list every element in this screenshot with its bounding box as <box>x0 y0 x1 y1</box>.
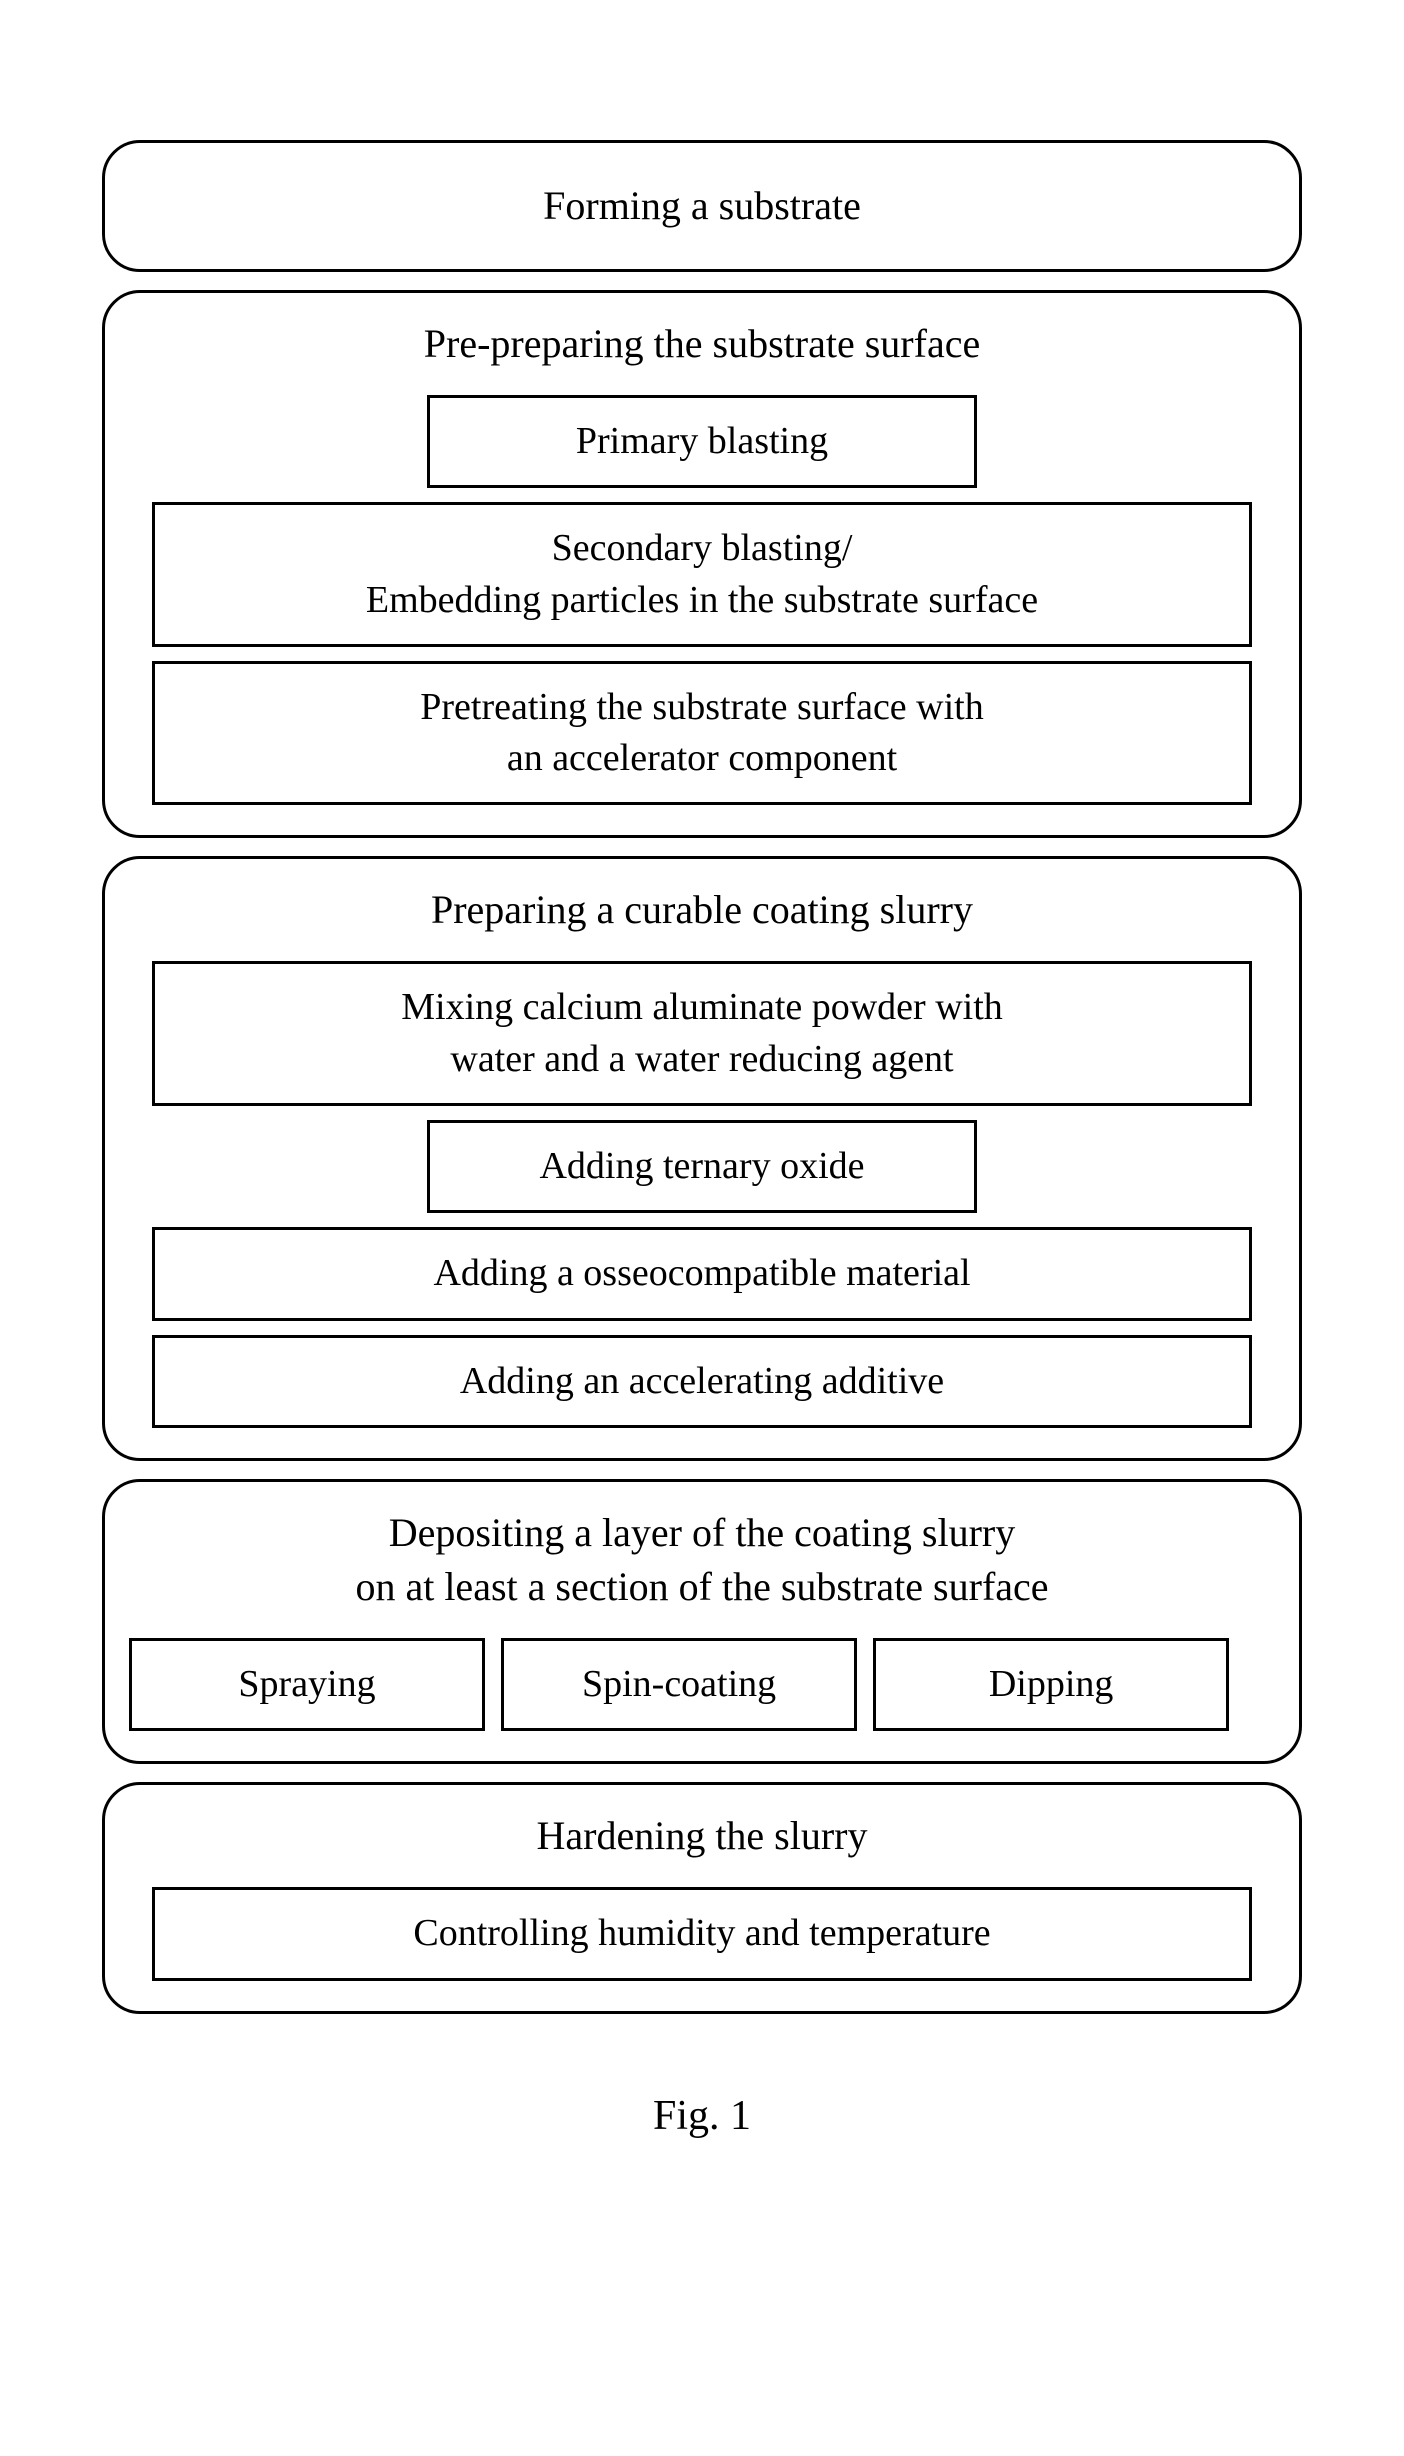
step-4-sub-steps-row: Spraying Spin-coating Dipping <box>129 1638 1229 1731</box>
substep-accelerating-additive: Adding an accelerating additive <box>152 1335 1252 1428</box>
substep-secondary-blasting: Secondary blasting/Embedding particles i… <box>152 502 1252 647</box>
substep-osseocompatible: Adding a osseocompatible material <box>152 1227 1252 1320</box>
step-4-depositing: Depositing a layer of the coating slurry… <box>102 1479 1302 1764</box>
step-3-sub-steps: Mixing calcium aluminate powder withwate… <box>129 961 1275 1427</box>
step-1-forming-substrate: Forming a substrate <box>102 140 1302 272</box>
substep-mixing: Mixing calcium aluminate powder withwate… <box>152 961 1252 1106</box>
substep-dipping: Dipping <box>873 1638 1229 1731</box>
figure-label: Fig. 1 <box>102 2092 1302 2140</box>
substep-spin-coating: Spin-coating <box>501 1638 857 1731</box>
substep-pretreating: Pretreating the substrate surface withan… <box>152 661 1252 806</box>
substep-primary-blasting: Primary blasting <box>427 395 977 488</box>
step-3-preparing-slurry: Preparing a curable coating slurry Mixin… <box>102 856 1302 1460</box>
step-2-label: Pre-preparing the substrate surface <box>129 317 1275 371</box>
step-5-sub-steps: Controlling humidity and temperature <box>129 1887 1275 1980</box>
process-flowchart: Forming a substrate Pre-preparing the su… <box>102 140 1302 2140</box>
step-2-pre-preparing: Pre-preparing the substrate surface Prim… <box>102 290 1302 838</box>
step-3-label: Preparing a curable coating slurry <box>129 883 1275 937</box>
step-1-label: Forming a substrate <box>125 179 1279 233</box>
substep-humidity-temperature: Controlling humidity and temperature <box>152 1887 1252 1980</box>
substep-spraying: Spraying <box>129 1638 485 1731</box>
step-5-label: Hardening the slurry <box>129 1809 1275 1863</box>
step-4-label: Depositing a layer of the coating slurry… <box>129 1506 1275 1614</box>
step-2-sub-steps: Primary blasting Secondary blasting/Embe… <box>129 395 1275 805</box>
step-5-hardening: Hardening the slurry Controlling humidit… <box>102 1782 1302 2013</box>
substep-ternary-oxide: Adding ternary oxide <box>427 1120 977 1213</box>
